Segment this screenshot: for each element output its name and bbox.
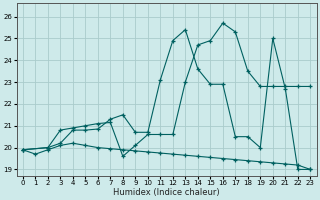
- X-axis label: Humidex (Indice chaleur): Humidex (Indice chaleur): [113, 188, 220, 197]
